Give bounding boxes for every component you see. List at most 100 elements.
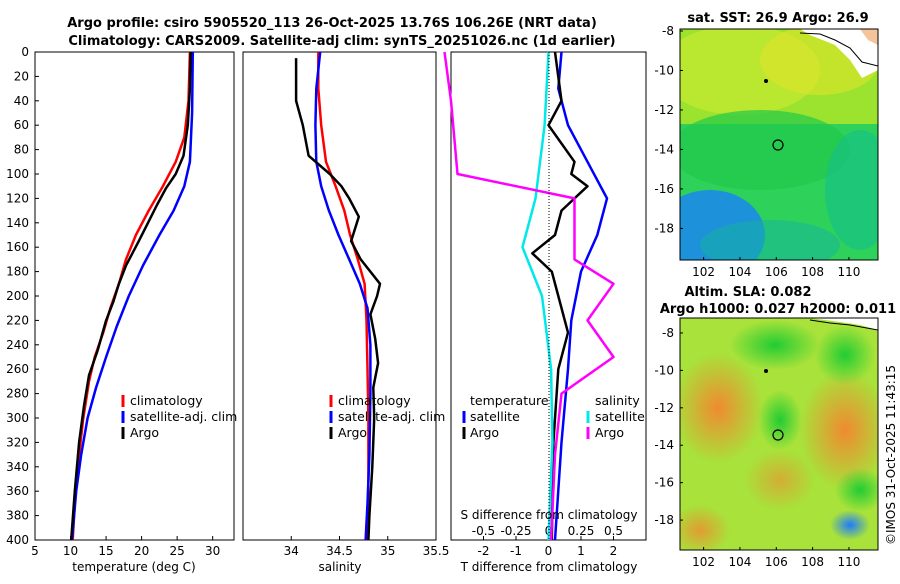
map-x-tick-label: 106	[765, 265, 788, 279]
y-tick-label: 300	[6, 411, 29, 425]
series-line-satellite-adj-clim	[70, 51, 195, 541]
series-line-t-satellite	[553, 51, 609, 541]
series-line-climatology	[71, 51, 192, 541]
legend-climatology-label: climatology	[130, 393, 203, 408]
x-tick-label: 5	[31, 544, 39, 558]
x-tick-label: 1	[577, 544, 585, 558]
legend-argo-label: Argo	[338, 425, 367, 440]
series-line-t-argo	[531, 51, 589, 541]
y-tick-label: 320	[6, 435, 29, 449]
difference-xlabel-top: S difference from climatology	[461, 508, 638, 522]
salinity-plot-frame	[242, 51, 437, 541]
map-x-tick-label: 104	[728, 265, 751, 279]
x-tick-label: 30	[205, 544, 220, 558]
y-tick-label: 80	[14, 143, 29, 157]
sla-map-ticks: 102 104 106 108 110 -8 -10 -12 -14 -16 -18	[654, 326, 860, 569]
x-top-tick-label: -0.25	[500, 524, 531, 538]
map-y-tick-label: -8	[662, 326, 674, 340]
temperature-xlabel: temperature (deg C)	[72, 560, 195, 574]
x-tick-label: 25	[170, 544, 185, 558]
y-tick-label: 400	[6, 533, 29, 547]
axis-ticks: 0204060801001201401601802002202402602803…	[6, 45, 623, 558]
map-y-tick-label: -16	[654, 476, 674, 490]
map-y-tick-label: -18	[654, 513, 674, 527]
map-x-tick-label: 102	[692, 265, 715, 279]
series-line-s-argo	[443, 51, 615, 541]
legend-salinity-title: salinity	[595, 393, 640, 408]
sst-map-frame	[679, 28, 879, 261]
legend-s-satellite-label: satellite	[595, 409, 645, 424]
y-tick-label: 360	[6, 484, 29, 498]
map-y-tick-label: -10	[654, 363, 674, 377]
y-tick-label: 160	[6, 240, 29, 254]
map-x-tick-label: 108	[801, 265, 824, 279]
x-top-tick-label: 0.5	[604, 524, 623, 538]
map-y-tick-label: -12	[654, 401, 674, 415]
map-y-tick-label: -14	[654, 142, 674, 156]
y-tick-label: 200	[6, 289, 29, 303]
series-line-argo	[69, 51, 192, 541]
x-tick-label: 20	[134, 544, 149, 558]
map-y-tick-label: -12	[654, 103, 674, 117]
map-x-tick-label: 110	[837, 265, 860, 279]
difference-xlabel: T difference from climatology	[460, 560, 638, 574]
x-tick-label: 34.5	[326, 544, 353, 558]
legend-s-argo-label: Argo	[595, 425, 624, 440]
map-y-tick-label: -16	[654, 182, 674, 196]
x-tick-label: 10	[63, 544, 78, 558]
y-tick-label: 380	[6, 509, 29, 523]
sla-map-frame	[679, 317, 879, 551]
salinity-legend: climatology satellite-adj. clim Argo	[329, 393, 445, 440]
x-tick-label: 34	[284, 544, 299, 558]
map-x-tick-label: 102	[692, 555, 715, 569]
map-y-tick-label: -8	[662, 24, 674, 38]
header-title-line1: Argo profile: csiro 5905520_113 26-Oct-2…	[67, 16, 597, 31]
imos-credit: ©IMOS 31-Oct-2025 11:43:15	[884, 365, 898, 545]
header-title-line2: Climatology: CARS2009. Satellite-adj cli…	[68, 34, 615, 49]
y-tick-label: 20	[14, 69, 29, 83]
series-line-s-satellite	[521, 51, 554, 541]
map-y-tick-label: -10	[654, 63, 674, 77]
sla-map-title-1: Altim. SLA: 0.082	[685, 285, 812, 300]
y-tick-label: 220	[6, 313, 29, 327]
series-line-climatology	[317, 52, 370, 541]
sla-map	[680, 318, 878, 550]
series-layer	[69, 51, 615, 541]
y-tick-label: 40	[14, 94, 29, 108]
series-line-satellite-adj-clim	[314, 51, 372, 541]
y-tick-label: 60	[14, 118, 29, 132]
y-tick-label: 140	[6, 216, 29, 230]
x-tick-label: 2	[610, 544, 618, 558]
legend-temperature-title: temperature	[470, 393, 549, 408]
map-x-tick-label: 108	[801, 555, 824, 569]
map-y-tick-label: -14	[654, 438, 674, 452]
salinity-xlabel: salinity	[318, 560, 361, 574]
map-x-tick-label: 110	[837, 555, 860, 569]
legend-t-argo-label: Argo	[470, 425, 499, 440]
difference-legend: temperature satellite Argo salinity sate…	[462, 393, 645, 440]
temperature-plot-frame	[34, 51, 235, 541]
legend-climatology-label: climatology	[338, 393, 411, 408]
y-tick-label: 240	[6, 338, 29, 352]
y-tick-label: 100	[6, 167, 29, 181]
y-tick-label: 120	[6, 191, 29, 205]
map-x-tick-label: 104	[728, 555, 751, 569]
legend-argo-label: Argo	[130, 425, 159, 440]
y-tick-label: 260	[6, 362, 29, 376]
temperature-legend: climatology satellite-adj. clim Argo	[121, 393, 237, 440]
x-top-tick-label: 0.25	[568, 524, 595, 538]
map-y-tick-label: -18	[654, 221, 674, 235]
x-tick-label: -2	[478, 544, 490, 558]
x-tick-label: -1	[510, 544, 522, 558]
y-tick-label: 180	[6, 265, 29, 279]
legend-t-satellite-label: satellite	[470, 409, 520, 424]
sst-map-ticks: 102 104 106 108 110 -8 -10 -12 -14 -16 -18	[654, 24, 860, 279]
sla-map-title-2: Argo h1000: 0.027 h2000: 0.011	[660, 302, 896, 317]
map-x-tick-label: 106	[765, 555, 788, 569]
x-tick-label: 0	[545, 544, 553, 558]
x-tick-label: 35.5	[423, 544, 450, 558]
sst-map-title: sat. SST: 26.9 Argo: 26.9	[687, 11, 868, 26]
y-tick-label: 340	[6, 460, 29, 474]
legend-satellite-label: satellite-adj. clim	[130, 409, 237, 424]
